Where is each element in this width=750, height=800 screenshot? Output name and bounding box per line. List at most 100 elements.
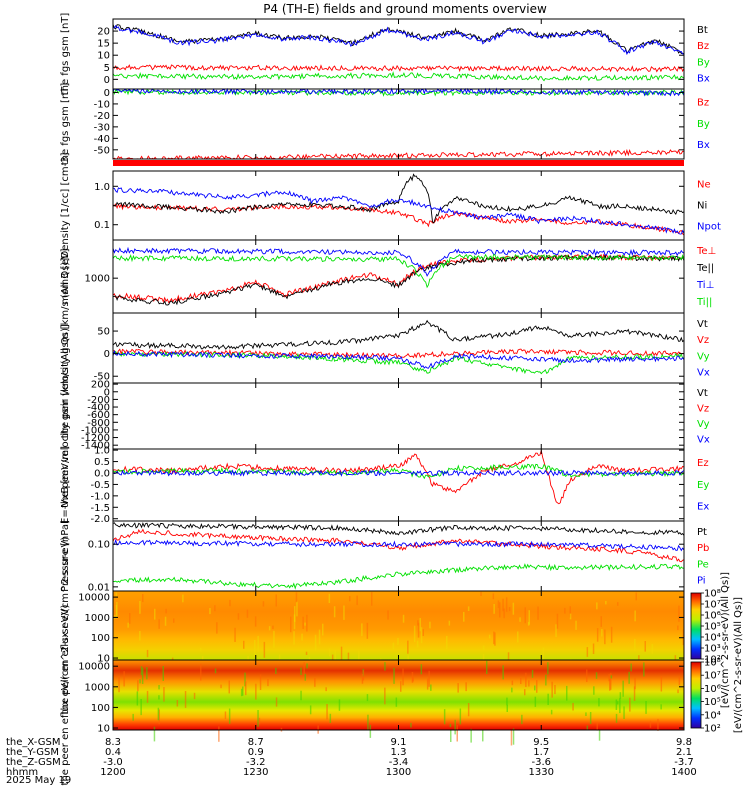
spectrogram-texture — [263, 641, 266, 658]
ylabel: the peer en eflux eV/(cm^2-s-sr-eV) — [60, 604, 71, 785]
spectrogram-texture — [589, 712, 592, 724]
panel-frame — [112, 312, 685, 384]
spectrogram-texture — [566, 685, 568, 701]
spectrogram-texture — [598, 729, 601, 741]
legend-By: By — [697, 119, 710, 130]
ytick-label: -1200 — [81, 433, 110, 444]
ytick-label: -1400 — [81, 441, 110, 452]
spectrogram-texture — [361, 674, 364, 684]
ytick-label: -20 — [94, 111, 110, 122]
spectrogram-texture — [214, 668, 217, 674]
legend-Vy: Vy — [697, 419, 710, 430]
spectrogram-texture — [586, 725, 589, 730]
spectrogram-texture — [334, 650, 337, 660]
colorbar-bottom — [690, 661, 702, 729]
spectrogram-texture — [272, 625, 274, 630]
spectrogram-texture — [139, 631, 141, 641]
panel-2: 0-10-20-30-40-50 the fgs gsm [nT] Bz By Bx — [60, 83, 710, 166]
spectrogram-texture — [199, 647, 202, 652]
legend-Pb: Pb — [697, 543, 709, 554]
spectrogram-texture — [492, 593, 495, 600]
spectrogram-texture — [158, 695, 160, 700]
orbit-value: 0.4 — [105, 747, 121, 758]
spectrogram-texture — [387, 610, 389, 620]
legend-Npot: Npot — [697, 221, 721, 232]
spectrogram-texture — [201, 655, 204, 663]
spectrogram-texture — [410, 722, 412, 728]
series-line-Npot — [112, 187, 685, 235]
spectrogram-texture — [677, 625, 679, 631]
spectrogram-texture — [601, 629, 603, 637]
colorbar-tick-label: 10² — [704, 724, 721, 735]
spectrogram-texture — [115, 605, 118, 617]
spectrogram-texture — [314, 634, 317, 651]
series-line-Pt — [112, 522, 685, 536]
spectrogram-texture — [139, 601, 141, 614]
spectrogram-texture — [305, 651, 308, 655]
spectrogram-texture — [610, 672, 612, 690]
spectrogram — [113, 591, 684, 660]
spectrogram-texture — [420, 664, 423, 675]
spectrogram-texture — [129, 613, 131, 624]
spectrogram-texture — [486, 660, 488, 674]
spectrogram-texture — [164, 616, 167, 626]
spectrogram-texture — [322, 623, 324, 636]
spectrogram-texture — [182, 594, 184, 603]
spectrogram-texture — [629, 697, 631, 712]
spectrogram-texture — [600, 616, 602, 627]
ytick-label: 1.0 — [94, 182, 110, 193]
spectrogram-texture — [411, 672, 414, 683]
colorbar-tick-label: 10⁸ — [704, 589, 721, 600]
spectrogram-texture — [463, 611, 465, 622]
spectrogram-texture — [494, 632, 496, 646]
spectrogram-texture — [343, 605, 345, 620]
spectrogram-texture — [395, 697, 398, 707]
spectrogram-texture — [586, 647, 589, 657]
spectrogram-texture — [519, 617, 521, 622]
series-line-By — [112, 71, 685, 82]
spectrogram-texture — [677, 689, 679, 694]
ytick-label: 0 — [104, 387, 110, 398]
spectrogram-texture — [429, 621, 431, 629]
spectrogram-texture — [228, 708, 231, 724]
ytick-label: -10 — [94, 99, 110, 110]
spectrogram-texture — [547, 693, 549, 705]
ytick-label: -1000 — [81, 425, 110, 436]
spectrogram-texture — [551, 681, 553, 698]
legend-Vt: Vt — [697, 388, 708, 399]
spectrogram-texture — [254, 616, 257, 627]
spectrogram-texture — [564, 607, 566, 614]
colorbar-label-top: [eV/(cm^2-s-sr-eV)(All Qs)] — [720, 572, 731, 708]
ytick-label: -50 — [94, 145, 110, 156]
spectrogram-texture — [660, 676, 663, 692]
spectrogram-texture — [454, 719, 456, 735]
orbit-value: 1.3 — [391, 747, 407, 758]
separator-bar — [113, 160, 684, 166]
spectrogram-texture — [446, 636, 448, 650]
orbit-value: 1230 — [243, 767, 268, 778]
series-line-Ez — [112, 448, 685, 505]
spectrogram-texture — [255, 683, 257, 700]
spectrogram-texture — [163, 687, 165, 702]
legend-Ne: Ne — [697, 180, 711, 191]
spectrogram-texture — [517, 631, 519, 643]
spectrogram-texture — [218, 726, 220, 742]
panel-4: 1000 mom3 [eV] Te⊥ Te|| Ti⊥ Ti|| — [60, 239, 716, 314]
spectrogram-texture — [586, 669, 588, 682]
spectrogram-texture — [539, 656, 542, 663]
ytick-label: 10000 — [78, 593, 110, 604]
spectrogram-texture — [534, 696, 537, 707]
spectrogram-texture — [422, 629, 424, 636]
series-line-Vt — [112, 319, 685, 350]
spectrogram-texture — [146, 649, 149, 658]
spectrogram-texture — [273, 630, 275, 648]
spectrogram-texture — [660, 704, 662, 710]
spectrogram-texture — [555, 624, 557, 637]
orbit-value: 8.3 — [105, 737, 121, 748]
ytick-label: -400 — [87, 403, 110, 414]
series-line-Ne — [112, 203, 685, 236]
figure-title: P4 (TH-E) fields and ground moments over… — [263, 2, 547, 16]
spectrogram-texture — [258, 717, 261, 725]
